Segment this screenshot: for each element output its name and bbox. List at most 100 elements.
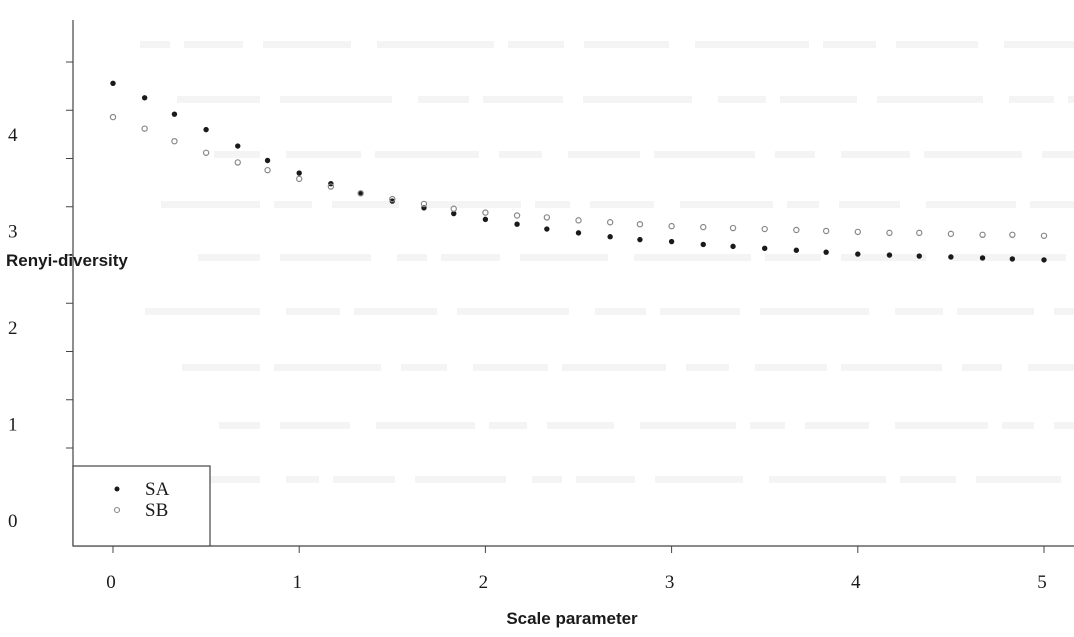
y-tick-label: 1 <box>8 415 18 436</box>
legend-label-sb: SB <box>145 500 168 521</box>
texture-stroke <box>280 422 350 429</box>
point-sa <box>141 95 148 101</box>
point-sb <box>264 166 271 174</box>
texture-stroke <box>333 476 395 483</box>
texture-stroke <box>841 364 942 371</box>
point-sb <box>947 230 955 238</box>
texture-stroke <box>286 151 361 158</box>
texture-stroke <box>584 41 669 48</box>
texture-stroke <box>718 96 766 103</box>
texture-stroke <box>654 151 755 158</box>
texture-stroke <box>397 254 427 261</box>
point-sa <box>357 190 364 197</box>
legend-box <box>72 465 211 547</box>
point-sa <box>389 198 395 204</box>
texture-stroke <box>520 254 608 261</box>
texture-stroke <box>780 96 857 103</box>
texture-stroke <box>375 151 479 158</box>
texture-stroke <box>841 151 910 158</box>
texture-stroke <box>895 422 988 429</box>
point-sb <box>420 200 428 208</box>
texture-stroke <box>166 476 260 483</box>
plot-frame <box>72 20 1074 547</box>
texture-stroke <box>376 422 475 429</box>
x-tick-label: 3 <box>665 572 675 593</box>
point-sa <box>1041 257 1047 263</box>
texture-stroke <box>896 41 978 48</box>
texture-stroke <box>286 308 340 315</box>
point-sa <box>855 251 861 257</box>
texture-stroke <box>415 476 506 483</box>
data-points <box>109 80 1048 263</box>
point-sa <box>637 236 643 243</box>
texture-stroke <box>841 254 926 261</box>
point-sa <box>203 126 209 133</box>
texture-stroke <box>895 308 943 315</box>
texture-stroke <box>499 151 542 158</box>
point-sb <box>357 190 364 197</box>
point-sa <box>544 226 550 232</box>
texture-stroke <box>1028 364 1074 371</box>
texture-stroke <box>441 254 500 261</box>
texture-stroke <box>354 308 437 315</box>
texture-stroke <box>177 96 260 103</box>
point-sa <box>607 234 613 240</box>
texture-stroke <box>695 41 809 48</box>
point-sb <box>202 149 210 156</box>
point-sb <box>450 205 457 212</box>
texture-stroke <box>634 254 751 261</box>
texture-stroke <box>576 476 635 483</box>
texture-stroke <box>418 96 469 103</box>
texture-stroke <box>280 96 392 103</box>
point-sa <box>171 111 178 117</box>
point-sb <box>109 113 117 121</box>
point-sb <box>1009 231 1016 239</box>
texture-stroke <box>976 476 1061 483</box>
texture-stroke <box>182 364 260 371</box>
point-sb <box>1040 232 1048 239</box>
texture-stroke <box>547 422 614 429</box>
point-sa <box>110 80 116 87</box>
texture-stroke <box>755 364 827 371</box>
texture-stroke <box>1054 422 1074 429</box>
texture-stroke <box>198 254 260 261</box>
point-sb <box>979 231 986 239</box>
texture-stroke <box>263 41 351 48</box>
x-tick-label: 1 <box>292 572 302 593</box>
texture-stroke <box>473 364 548 371</box>
point-sa <box>264 157 271 164</box>
texture-stroke <box>562 364 666 371</box>
point-sa <box>793 247 800 253</box>
legend-marker-sa <box>114 486 120 492</box>
x-tick-label: 2 <box>479 572 489 593</box>
point-sb <box>327 183 335 190</box>
point-sb <box>668 222 675 230</box>
texture-stroke <box>823 41 876 48</box>
texture-stroke <box>219 422 260 429</box>
texture-stroke <box>750 422 785 429</box>
texture-stroke <box>401 364 447 371</box>
point-sb <box>389 195 396 203</box>
texture-stroke <box>489 422 527 429</box>
texture-stroke <box>680 201 773 208</box>
point-sb <box>575 217 582 224</box>
point-sb <box>234 159 241 166</box>
point-sb <box>296 175 303 183</box>
texture-stroke <box>957 308 1034 315</box>
texture-stroke <box>508 41 564 48</box>
texture-stroke <box>686 364 729 371</box>
texture-stroke <box>535 201 570 208</box>
point-sa <box>916 253 922 259</box>
texture-stroke <box>1030 201 1074 208</box>
point-sa <box>514 221 520 227</box>
texture-stroke <box>274 364 381 371</box>
point-sb <box>822 227 830 235</box>
texture-stroke <box>952 254 1066 261</box>
texture-stroke <box>590 201 654 208</box>
point-sb <box>171 137 178 145</box>
texture-stroke <box>769 476 886 483</box>
